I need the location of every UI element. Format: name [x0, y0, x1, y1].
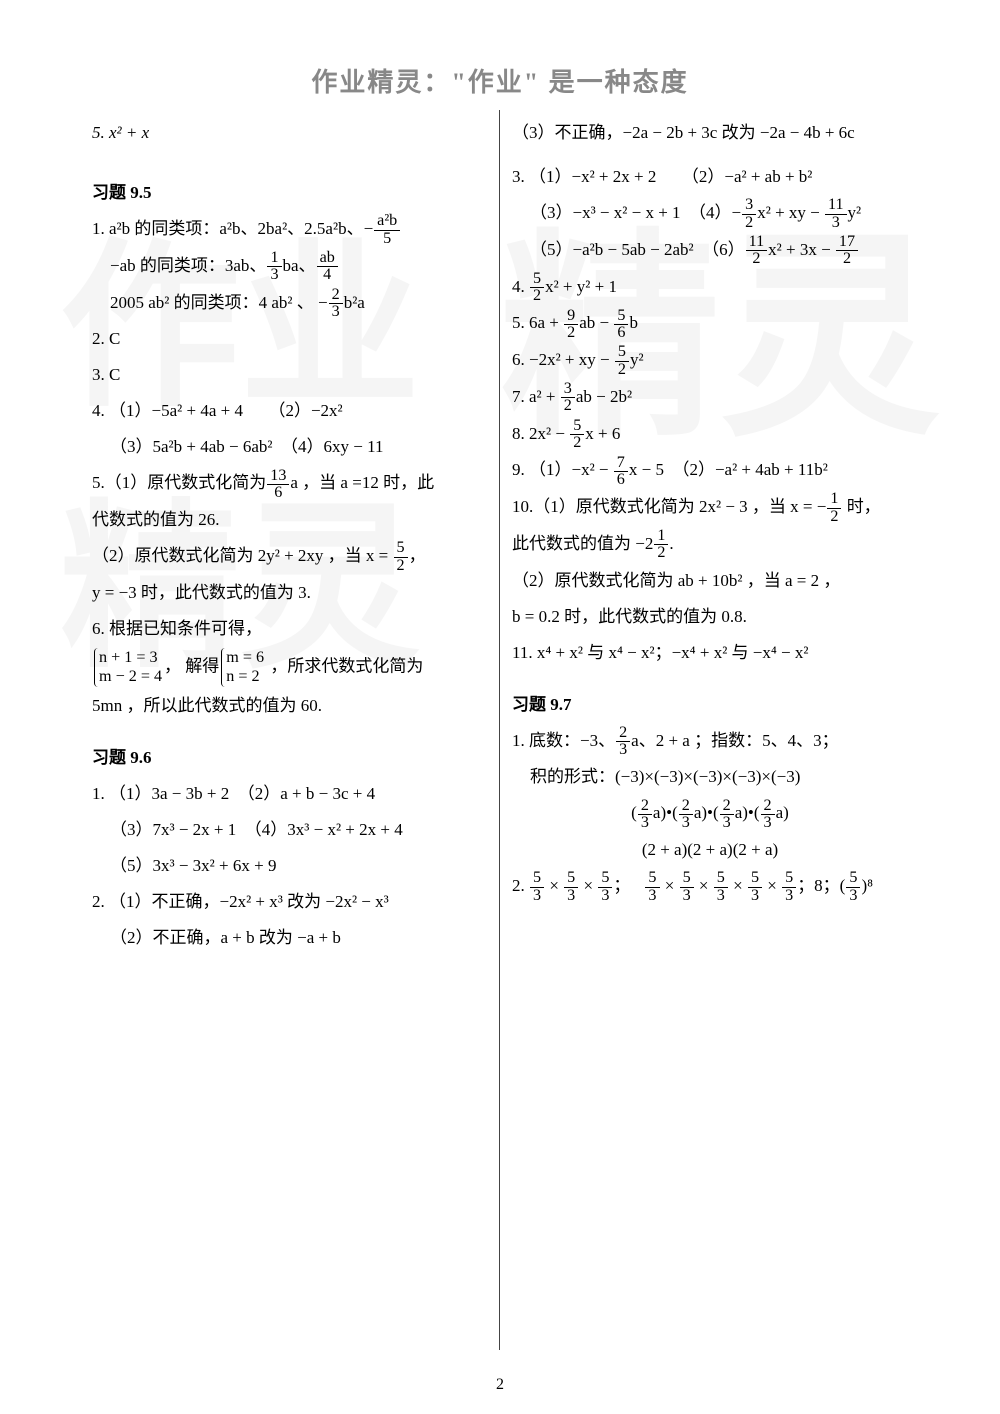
s95-q4-b: （3）5a²b + 4ab − 6ab² （4）6xy − 11 [92, 430, 487, 464]
s95-q5-1b: 代数式的值为 26. [92, 503, 487, 537]
left-column: 5. x² + x 习题 9.5 1. a²b 的同类项：a²b、2ba²、2.… [80, 110, 500, 1350]
s95-q4-a: 4. （1）−5a² + 4a + 4 （2）−2x² [92, 394, 487, 428]
section-9-5-title: 习题 9.5 [92, 176, 487, 210]
s97-q2: 2. 53 × 53 × 53；53 × 53 × 53 × 53 × 53；8… [512, 869, 908, 904]
s97-q1-b: 积的形式：(−3)×(−3)×(−3)×(−3)×(−3) [512, 760, 908, 794]
page-number: 2 [0, 1376, 1000, 1394]
s96-q2-b: （2）不正确，a + b 改为 −a + b [92, 921, 487, 955]
s95-q1-b: −ab 的同类项：3ab、13ba、ab4 [92, 249, 487, 284]
s95-q1-a: 1. a²b 的同类项：a²b、2ba²、2.5a²b、−a²b5 [92, 212, 487, 247]
s96-q11: 11. x⁴ + x² 与 x⁴ − x²；−x⁴ + x² 与 −x⁴ − x… [512, 636, 908, 670]
s95-q1-c: 2005 ab² 的同类项：4 ab² 、 −23b²a [92, 286, 487, 321]
s96-q1-a: 1. （1）3a − 3b + 2 （2）a + b − 3c + 4 [92, 777, 487, 811]
s96-q8: 8. 2x² − 52x + 6 [512, 417, 908, 452]
s95-q5-2b: y = −3 时，此代数式的值为 3. [92, 576, 487, 610]
s96-q6: 6. −2x² + xy − 52y² [512, 343, 908, 378]
s96-q2-a: 2. （1）不正确，−2x² + x³ 改为 −2x² − x³ [92, 885, 487, 919]
s95-q5-1a: 5.（1）原代数式化简为136a ，当 a =12 时，此 [92, 466, 487, 501]
section-9-7-title: 习题 9.7 [512, 688, 908, 722]
header-watermark-text: 作业精灵："作业" 是一种态度 [0, 62, 1000, 99]
right-column: （3）不正确，−2a − 2b + 3c 改为 −2a − 4b + 6c 3.… [500, 110, 920, 1350]
s96-q10-2a: （2）原代数式化简为 ab + 10b² ，当 a = 2 ， [512, 564, 908, 598]
s96-q10-2b: b = 0.2 时，此代数式的值为 0.8. [512, 600, 908, 634]
s96-q10-1a: 10.（1）原代数式化简为 2x² − 3 ，当 x = −12 时， [512, 490, 908, 525]
s96-q3-b: （3）−x³ − x² − x + 1 （4）−32x² + xy − 113y… [512, 196, 908, 231]
s97-q1-a: 1. 底数：−3、23a、2 + a ；指数：5、4、3； [512, 724, 908, 759]
s96-q1-c: （5）3x³ − 3x² + 6x + 9 [92, 849, 487, 883]
s95-q6-c: 5mn ，所以此代数式的值为 60. [92, 689, 487, 723]
s96-q5: 5. 6a + 92ab − 56b [512, 306, 908, 341]
s96-q10-1b: 此代数式的值为 −212. [512, 527, 908, 562]
s95-q6-a: 6. 根据已知条件可得， [92, 612, 487, 646]
s96-q3-a: 3. （1）−x² + 2x + 2 （2）−a² + ab + b² [512, 160, 908, 194]
s95-q2: 2. C [92, 322, 487, 356]
s96-q1-b: （3）7x³ − 2x + 1 （4）3x³ − x² + 2x + 4 [92, 813, 487, 847]
s96-q9: 9. （1）−x² − 76x − 5 （2）−a² + 4ab + 11b² [512, 453, 908, 488]
item-5: 5. x² + x [92, 116, 487, 150]
s95-q6-b: n + 1 = 3m − 2 = 4， 解得m = 6n = 2 ，所求代数式化… [92, 648, 487, 687]
s97-q1-c: (23a)•(23a)•(23a)•(23a) [512, 796, 908, 831]
s96-q3-c: （5）−a²b − 5ab − 2ab² （6）112x² + 3x − 172 [512, 233, 908, 268]
section-9-6-title: 习题 9.6 [92, 741, 487, 775]
s95-q3: 3. C [92, 358, 487, 392]
s96-q2-c: （3）不正确，−2a − 2b + 3c 改为 −2a − 4b + 6c [512, 116, 908, 150]
s97-q1-d: (2 + a)(2 + a)(2 + a) [512, 833, 908, 867]
s96-q4: 4. 52x² + y² + 1 [512, 270, 908, 305]
s96-q7: 7. a² + 32ab − 2b² [512, 380, 908, 415]
page-content: 5. x² + x 习题 9.5 1. a²b 的同类项：a²b、2ba²、2.… [80, 110, 920, 1350]
s95-q5-2a: （2）原代数式化简为 2y² + 2xy ，当 x = 52， [92, 539, 487, 574]
